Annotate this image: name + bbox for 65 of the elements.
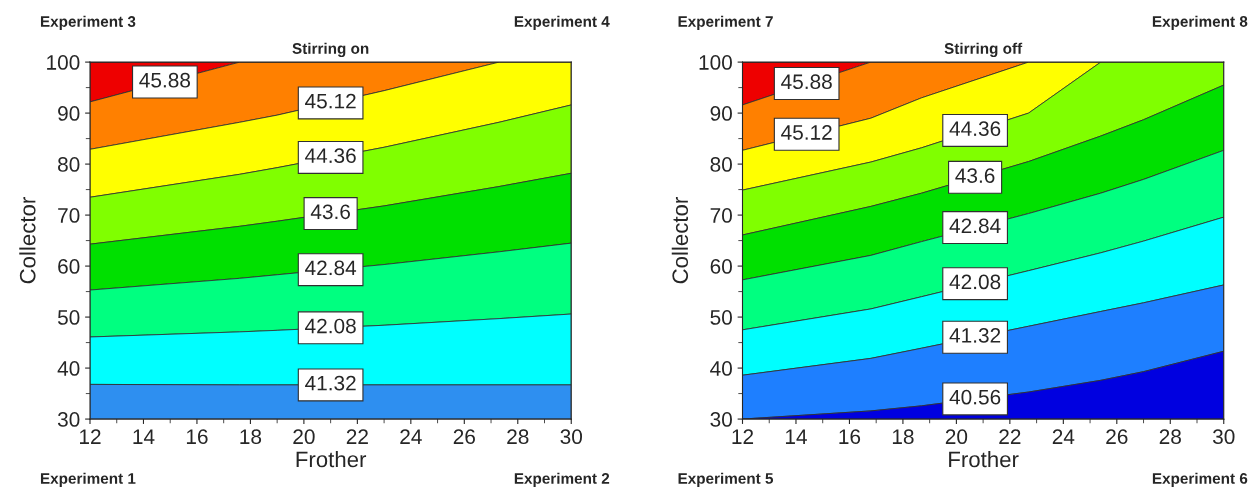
y-tick-label: 70 [58,208,80,223]
x-tick-label: 16 [839,429,861,445]
x-tick-label: 22 [999,429,1021,444]
text: Experiment 8 [1152,15,1248,30]
y-axis-title: Collector [19,197,36,284]
text: Experiment 4 [514,15,610,30]
x-axis-title: Frother [296,450,367,468]
x-tick-label: 28 [507,429,529,445]
annotation: 40.56 [949,389,1001,405]
x-tick-label: 12 [732,429,754,444]
annotation: 45.12 [781,125,832,140]
annotation: 45.12 [305,93,356,109]
chart-title: Stirring off [944,42,1023,58]
y-tick-label: 40 [710,361,732,376]
annotation: 43.6 [310,204,350,220]
x-tick-label: 30 [560,429,583,445]
y-tick-label: 100 [699,55,732,70]
y-tick-label: 90 [58,106,80,121]
y-tick-label: 30 [57,412,80,427]
y-tick-label: 100 [47,55,80,70]
annotation: 43.6 [955,168,995,183]
x-tick-label: 30 [1212,429,1235,445]
x-tick-label: 14 [785,429,807,444]
x-tick-label: 20 [293,429,315,445]
annotation: 45.88 [781,74,832,90]
annotation: 42.84 [305,260,357,276]
text: Experiment 2 [514,472,610,487]
y-tick-label: 30 [710,412,732,427]
annotation: 42.84 [949,218,1001,234]
y-tick-label: 50 [57,310,80,325]
y-tick-label: 60 [58,259,80,274]
annotation: 44.36 [305,148,356,164]
y-tick-label: 90 [710,106,732,121]
annotation: 44.36 [949,121,1001,137]
x-tick-label: 28 [1159,429,1181,445]
y-tick-label: 80 [710,157,732,172]
text: Experiment 7 [678,15,773,30]
annotation: 45.88 [139,72,191,88]
y-tick-label: 50 [710,310,732,325]
y-tick-label: 40 [57,361,80,376]
text: Experiment 1 [40,472,136,487]
annotation: 41.32 [305,375,356,391]
x-tick-label: 16 [186,429,208,445]
y-tick-label: 80 [58,157,80,172]
text: Experiment 5 [678,472,774,487]
text: Experiment 6 [1152,472,1248,487]
x-tick-label: 26 [1106,429,1128,445]
y-tick-label: 70 [710,208,732,223]
y-axis-title: Collector [671,197,689,284]
x-tick-label: 18 [892,429,914,445]
x-tick-label: 22 [346,429,368,444]
annotation: 42.08 [305,318,356,334]
x-tick-label: 14 [133,429,155,444]
annotation: 41.32 [949,328,1001,343]
x-tick-label: 12 [80,429,101,444]
annotation: 42.08 [949,274,1001,290]
text: Experiment 3 [40,15,136,30]
x-tick-label: 24 [1052,429,1075,444]
x-axis-title: Frother [949,450,1019,468]
x-tick-label: 20 [945,429,968,445]
y-tick-label: 60 [710,259,732,274]
x-tick-label: 18 [240,429,262,445]
x-tick-label: 24 [400,429,422,444]
x-tick-label: 26 [453,429,475,445]
chart-title: Stirring on [292,42,369,58]
